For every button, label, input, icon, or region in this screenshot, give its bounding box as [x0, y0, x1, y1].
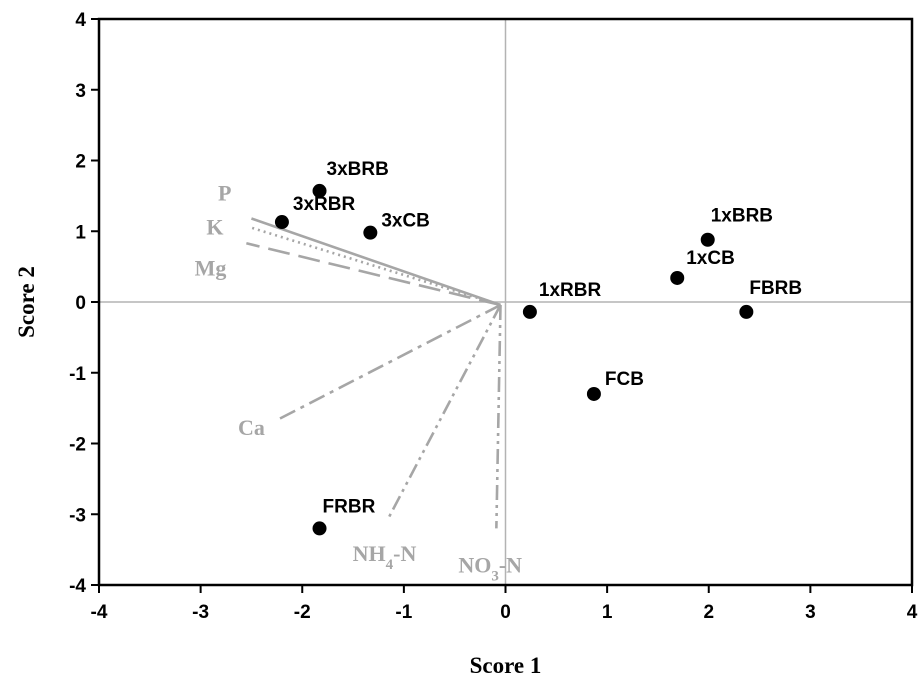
vector-label-ca: Ca [238, 415, 265, 440]
x-tick-label: -3 [192, 602, 209, 623]
point-FBRB [739, 304, 754, 319]
x-tick-label: 1 [602, 602, 613, 623]
y-tick-label: -2 [69, 435, 86, 456]
point-3xBRB [312, 183, 327, 198]
point-label-FRBR: FRBR [323, 496, 376, 517]
score-points: 3xBRB 3xRBR 3xCB 1xBRB 1xCB 1xRBR FBRB FCB FRBR [274, 159, 802, 536]
reference-lines [99, 19, 912, 585]
point-3xRBR [274, 215, 289, 230]
x-tick-label: 0 [500, 602, 511, 623]
y-tick-label: 2 [75, 152, 86, 173]
vector-label-k: K [206, 215, 223, 240]
vector-mg [246, 242, 501, 307]
x-tick-label: -2 [294, 602, 311, 623]
y-tick-label: 3 [75, 81, 86, 102]
vector-label-nh4-n: NH4-N [353, 541, 417, 573]
point-1xBRB [700, 232, 715, 247]
x-axis-ticks: -4 -3 -2 -1 0 1 2 3 4 [91, 585, 918, 623]
point-label-3xBRB: 3xBRB [327, 159, 389, 180]
vector-p [251, 217, 501, 307]
vector-label-p: P [218, 181, 231, 206]
point-label-1xRBR: 1xRBR [539, 280, 602, 301]
y-tick-label: -4 [69, 576, 86, 597]
point-label-1xCB: 1xCB [686, 248, 735, 269]
point-FCB [586, 386, 601, 401]
x-tick-label: 2 [703, 602, 714, 623]
y-tick-label: 0 [75, 293, 86, 314]
vector-label-no3-n: NO3-N [458, 552, 522, 584]
point-label-3xCB: 3xCB [381, 211, 430, 232]
vector-ca [276, 303, 502, 422]
x-tick-label: -1 [395, 602, 412, 623]
y-tick-label: 4 [75, 10, 86, 31]
point-label-FCB: FCB [605, 369, 644, 390]
loading-vectors [246, 217, 502, 529]
vector-k [251, 226, 501, 307]
x-axis-title: Score 1 [470, 653, 542, 678]
vector-nh4-n [387, 304, 502, 519]
point-FRBR [312, 521, 327, 536]
y-tick-label: -3 [69, 505, 86, 526]
point-label-FBRB: FBRB [749, 278, 802, 299]
y-axis-ticks: -4 -3 -2 -1 0 1 2 3 4 [69, 10, 99, 597]
y-tick-label: -1 [69, 364, 86, 385]
point-1xCB [670, 270, 685, 285]
x-tick-label: 3 [805, 602, 816, 623]
x-tick-label: -4 [91, 602, 108, 623]
vector-no3-n [495, 304, 502, 529]
point-label-3xRBR: 3xRBR [293, 194, 356, 215]
vector-labels: PK Mg Ca NH4-N NO3-N [195, 181, 523, 585]
y-tick-label: 1 [75, 222, 86, 243]
point-3xCB [363, 225, 378, 240]
y-axis-title: Score 2 [14, 266, 39, 338]
point-label-1xBRB: 1xBRB [711, 206, 773, 227]
x-tick-label: 4 [907, 602, 918, 623]
vector-label-mg: Mg [195, 255, 227, 280]
point-1xRBR [522, 304, 537, 319]
